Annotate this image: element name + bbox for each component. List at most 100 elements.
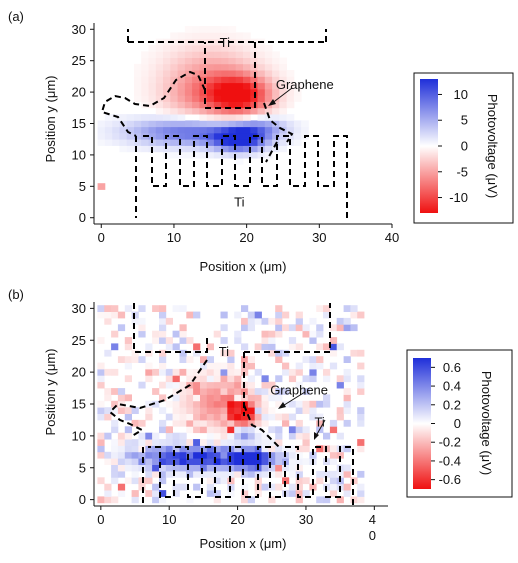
heatmap-cell xyxy=(111,368,119,376)
heatmap-cell xyxy=(295,483,303,491)
heatmap-cell xyxy=(134,82,142,90)
heatmap-cell xyxy=(152,458,160,465)
heatmap-cell xyxy=(192,120,200,128)
heatmap-cell xyxy=(200,356,208,363)
heatmap-cell xyxy=(288,426,297,434)
heatmap-cell xyxy=(104,305,112,312)
heatmap-cell xyxy=(134,63,142,71)
heatmap-cell xyxy=(272,145,280,153)
heatmap-cell xyxy=(200,394,208,402)
heatmap-cell xyxy=(213,362,221,370)
heatmap-cell xyxy=(206,413,214,421)
heatmap-cell xyxy=(152,445,160,453)
heatmap-cell xyxy=(275,470,283,478)
heatmap-cell xyxy=(155,63,164,71)
y-tick-label: 30 xyxy=(72,301,86,316)
heatmap-cell xyxy=(235,45,244,52)
heatmap-cell xyxy=(316,400,324,408)
heatmap-cell xyxy=(145,413,153,421)
heatmap-cell xyxy=(184,82,193,90)
heatmap-cell xyxy=(177,51,186,58)
heatmap-cell xyxy=(184,107,193,115)
heatmap-cell xyxy=(228,126,237,134)
colorbar-label-a: Photovoltage (μV) xyxy=(485,94,500,198)
heatmap-cell xyxy=(220,311,228,319)
heatmap-cell xyxy=(213,101,222,109)
heatmap-cell xyxy=(186,394,194,402)
heatmap-cell xyxy=(220,394,228,402)
heatmap-cell xyxy=(329,451,338,459)
heatmap-cell xyxy=(104,458,112,465)
heatmap-cell xyxy=(247,324,255,332)
heatmap-cell xyxy=(227,432,235,440)
heatmap-cell xyxy=(138,381,146,389)
heatmap-cell xyxy=(200,388,208,395)
heatmap-cell xyxy=(261,483,269,491)
heatmap-cell xyxy=(247,362,255,370)
heatmap-cell xyxy=(234,394,242,402)
heatmap-cell xyxy=(220,407,228,414)
heatmap-cell xyxy=(288,413,297,421)
heatmap-cell xyxy=(97,337,105,344)
heatmap-cell xyxy=(329,426,338,434)
heatmap-cell xyxy=(241,445,249,453)
heatmap-cell xyxy=(119,132,128,140)
heatmap-cell xyxy=(213,38,222,46)
heatmap-cell xyxy=(141,126,149,134)
heatmap-cell xyxy=(131,419,139,427)
heatmap-cell xyxy=(336,407,344,414)
heatmap-cell xyxy=(145,490,153,497)
heatmap-cell xyxy=(247,439,255,446)
heatmap-cell xyxy=(117,432,126,440)
heatmap-cell xyxy=(119,114,128,121)
heatmap-cell xyxy=(97,368,105,376)
heatmap-cell xyxy=(184,26,193,33)
heatmap-cell xyxy=(228,57,237,65)
heatmap-cell xyxy=(213,45,222,52)
heatmap-cell xyxy=(124,343,132,351)
heatmap-cell xyxy=(177,45,186,52)
heatmap-cell xyxy=(193,349,201,357)
heatmap-cell xyxy=(184,151,193,159)
heatmap-cell xyxy=(243,139,251,146)
heatmap-cell xyxy=(172,445,180,453)
heatmap-cell xyxy=(172,464,180,472)
heatmap-cell xyxy=(138,317,146,325)
heatmap-cell xyxy=(200,375,208,383)
heatmap-cell xyxy=(302,445,310,453)
heatmap-cell xyxy=(152,483,160,491)
heatmap-cell xyxy=(247,432,255,440)
heatmap-cell xyxy=(186,407,194,414)
heatmap-cell xyxy=(261,445,269,453)
heatmap-cell xyxy=(172,439,180,446)
heatmap-cell xyxy=(206,439,214,446)
heatmap-cell xyxy=(104,388,112,395)
colorbar-frame-b xyxy=(406,349,513,498)
heatmap-cell xyxy=(170,82,178,90)
heatmap-cell xyxy=(193,445,201,453)
heatmap-cell xyxy=(179,483,187,491)
heatmap-cell xyxy=(261,432,269,440)
heatmap-cell xyxy=(163,126,171,134)
heatmap-cell xyxy=(302,458,310,465)
heatmap-cell xyxy=(268,496,276,504)
heatmap-cell xyxy=(177,63,186,71)
heatmap-cell xyxy=(257,51,266,58)
heatmap-cell xyxy=(200,464,208,472)
heatmap-cell xyxy=(221,95,229,102)
heatmap-cell xyxy=(254,439,262,446)
heatmap-cell xyxy=(288,483,297,491)
heatmap-cell xyxy=(155,95,164,102)
heatmap-cell xyxy=(213,120,222,128)
heatmap-cell xyxy=(220,426,228,434)
heatmap-cell xyxy=(234,388,242,395)
heatmap-cell xyxy=(184,76,193,84)
heatmap-cell xyxy=(286,89,295,96)
heatmap-cell xyxy=(288,375,297,383)
heatmap-cell xyxy=(206,458,214,465)
heatmap-cell xyxy=(257,132,266,140)
heatmap-cell xyxy=(228,139,237,146)
x-tick-label: 30 xyxy=(299,512,313,527)
heatmap-cell xyxy=(228,45,237,52)
